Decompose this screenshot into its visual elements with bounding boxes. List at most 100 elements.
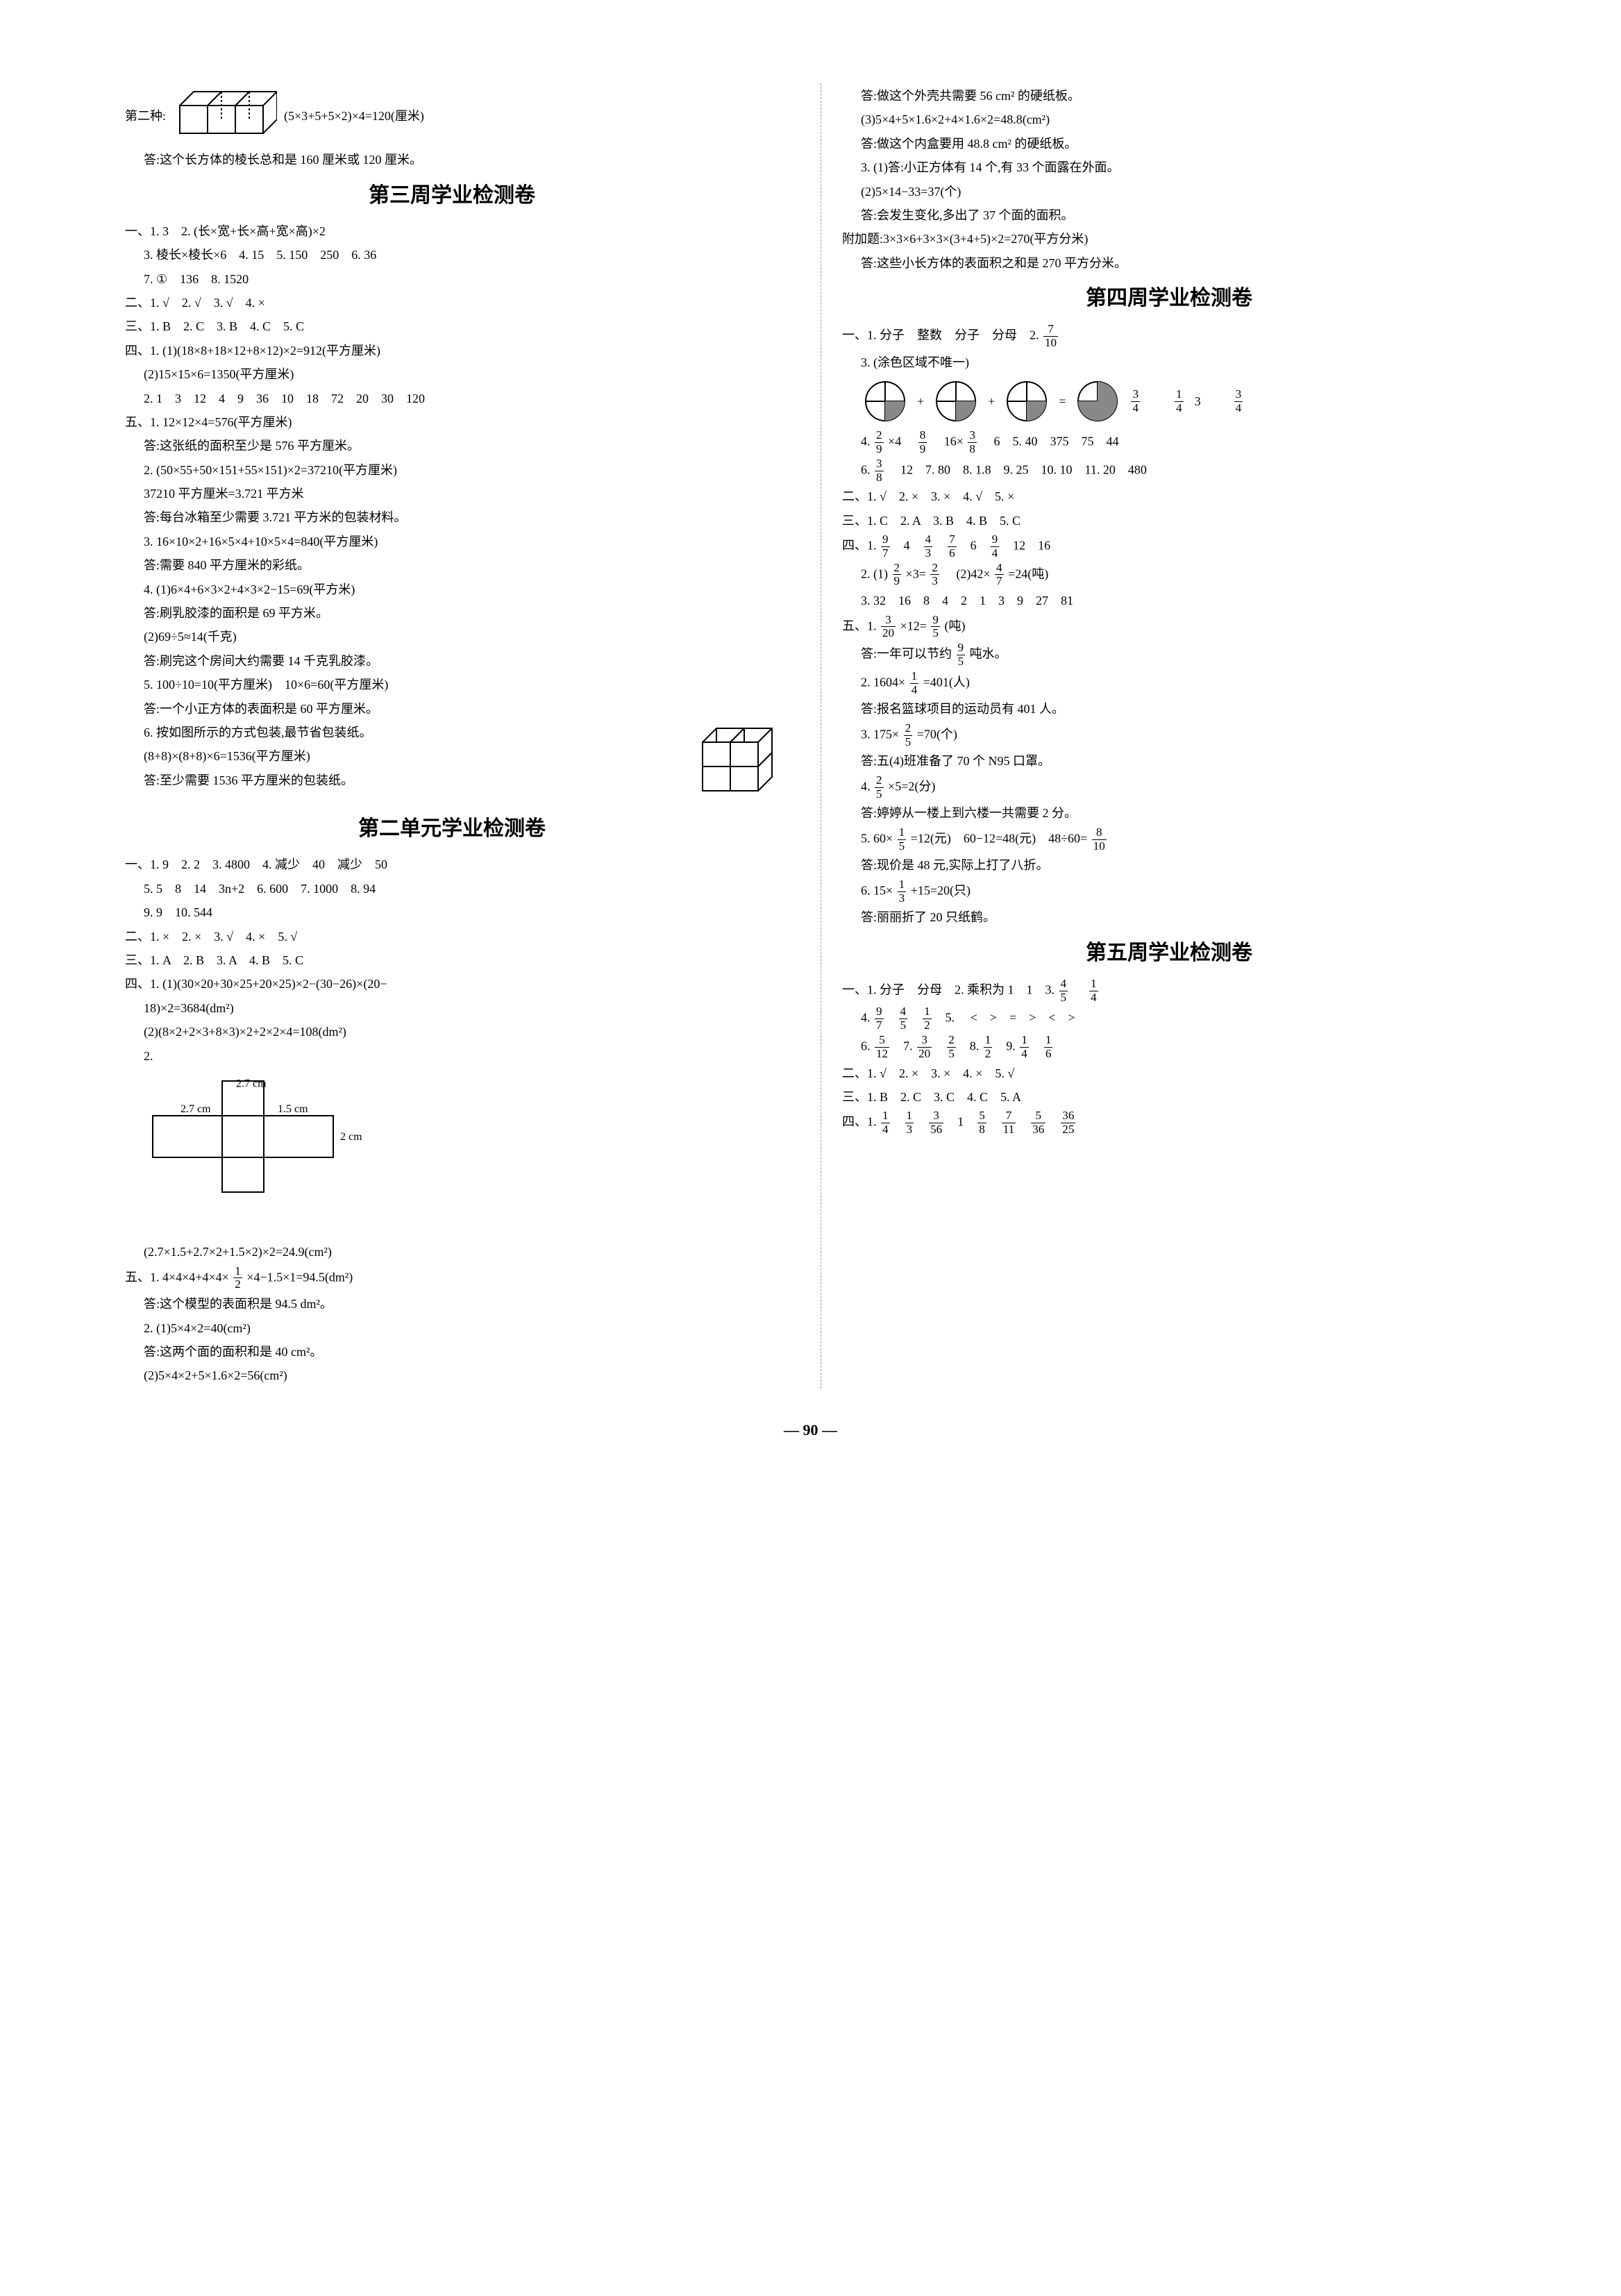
w5-3: 三、1. B 2. C 3. C 4. C 5. A <box>842 1086 1496 1108</box>
w5-4-text-11 <box>1047 1115 1059 1129</box>
u2-1-1: 一、1. 9 2. 2 3. 4800 4. 减少 40 减少 50 <box>125 853 779 875</box>
w4-4-2-f: =24(吨) <box>1008 567 1048 580</box>
w3-5-1: 五、1. 12×12×4=576(平方厘米) <box>125 411 779 433</box>
left-column: 第二种: (5×3+5+5×2)×4=120(厘米) 答:这个长方体的棱长总和是… <box>125 83 779 1389</box>
w5-1-4-frac-0: 97 <box>875 1005 884 1032</box>
net-diagram: 2.7 cm 2.7 cm 1.5 cm 2 cm <box>139 1074 779 1234</box>
r-top-2: (3)5×4+5×1.6×2+4×1.6×2=48.8(cm²) <box>842 108 1496 131</box>
w3-5-6a: 答:至少需要 1536 平方厘米的包装纸。 <box>125 769 779 791</box>
w4-3: 三、1. C 2. A 3. B 4. B 5. C <box>842 510 1496 532</box>
opening-formula: (5×3+5+5×2)×4=120(厘米) <box>284 105 424 127</box>
plus-1: + <box>917 390 924 412</box>
w4-4-1-pre: 四、1. <box>842 539 880 553</box>
w3-5-5: 5. 100÷10=10(平方厘米) 10×6=60(平方厘米) <box>125 673 779 696</box>
w5-4-frac-12: 3625 <box>1061 1109 1075 1137</box>
w4-4-2-d: (2)42× <box>943 567 990 580</box>
page-columns: 第二种: (5×3+5+5×2)×4=120(厘米) 答:这个长方体的棱长总和是… <box>125 83 1496 1389</box>
w5-1-1-pre: 一、1. 分子 分母 2. 乘积为 1 1 3. <box>842 982 1058 996</box>
w4-5-1ans-pre: 答:一年可以节约 <box>861 647 952 661</box>
w5-4-frac-8: 711 <box>1002 1109 1016 1137</box>
opening-label: 第二种: <box>125 105 166 127</box>
w5-1-1-b <box>1073 982 1085 996</box>
w3-5-2: 2. (50×55+50×151+55×151)×2=37210(平方厘米) <box>125 459 779 481</box>
w4-4-1-text-3 <box>934 539 946 553</box>
w5-1-4-text-5: 5. < > = > < > <box>933 1011 1075 1025</box>
w5-1-6-frac-0: 512 <box>875 1034 889 1061</box>
w4-1-6: 6. 38 12 7. 80 8. 1.8 9. 25 10. 10 11. 2… <box>842 458 1496 485</box>
w4-5-4-post: ×5=2(分) <box>888 779 935 793</box>
w4-1-4-d: 16× <box>932 435 964 449</box>
w5-1-1: 一、1. 分子 分母 2. 乘积为 1 1 3. 45 14 <box>842 978 1496 1005</box>
w4-5-5a: 答:现价是 48 元,实际上打了八折。 <box>842 854 1496 876</box>
w4-4-2-e: 47 <box>995 562 1004 589</box>
w4-1-1: 一、1. 分子 整数 分子 分母 2. 710 <box>842 323 1496 350</box>
w4-1-6-pre: 6. <box>861 462 873 476</box>
pie-row: + + = 34 14 3 34 <box>863 379 1496 424</box>
w3-5-6: 6. 按如图所示的方式包装,最节省包装纸。 <box>144 726 372 739</box>
w5-1-6-frac-10: 16 <box>1044 1034 1053 1061</box>
w4-1-1-pre: 一、1. 分子 整数 分子 分母 2. <box>842 328 1042 342</box>
u2-4-2: (2)(8×2+2×3+8×3)×2+2×2×4=108(dm²) <box>125 1021 779 1043</box>
opening-answer: 答:这个长方体的棱长总和是 160 厘米或 120 厘米。 <box>125 149 779 171</box>
r-top-3: 答:做这个内盒要用 48.8 cm² 的硬纸板。 <box>842 133 1496 155</box>
w4-4-2-c: 23 <box>930 562 939 589</box>
w4-5-5: 5. 60× 15 =12(元) 60−12=48(元) 48÷60= 810 <box>842 826 1496 853</box>
w4-5-3-post: =70(个) <box>917 727 957 741</box>
u2-4-1b: 18)×2=3684(dm²) <box>125 997 779 1019</box>
w4-4-1-frac-6: 94 <box>991 533 1000 560</box>
w4-5-6: 6. 15× 13 +15=20(只) <box>842 878 1496 905</box>
page-number: — 90 — <box>125 1416 1496 1444</box>
w4-5-1-pre: 五、1. <box>842 619 880 632</box>
u2-2: 二、1. × 2. × 3. √ 4. × 5. √ <box>125 925 779 948</box>
w4-5-4a: 答:婷婷从一楼上到六楼一共需要 2 分。 <box>842 802 1496 824</box>
w3-5-4a: 答:刷乳胶漆的面积是 69 平方米。 <box>125 602 779 624</box>
w5-1-4: 4. 97 45 12 5. < > = > < > <box>842 1005 1496 1032</box>
w3-5-3a: 答:需要 840 平方厘米的彩纸。 <box>125 554 779 576</box>
w4-5-4-pre: 4. <box>861 779 873 793</box>
w4-1-6-rest: 12 7. 80 8. 1.8 9. 25 10. 10 11. 20 480 <box>888 462 1147 476</box>
w5-1-1-a: 45 <box>1059 978 1068 1005</box>
w4-5-2-frac: 14 <box>910 670 919 697</box>
u2-5-1-frac: 12 <box>233 1265 242 1292</box>
w4-5-2-post: =401(人) <box>923 675 970 689</box>
w4-5-4-frac: 25 <box>875 774 884 801</box>
pie-icon-2 <box>934 379 978 424</box>
w3-2: 二、1. √ 2. √ 3. √ 4. × <box>125 292 779 314</box>
net-label-b: 2.7 cm <box>236 1078 267 1089</box>
u2-4-2c: (2.7×1.5+2.7×2+1.5×2)×2=24.9(cm²) <box>125 1241 779 1263</box>
w3-5-3: 3. 16×10×2+16×5×4+10×5×4=840(平方厘米) <box>125 530 779 553</box>
title-week3: 第三周学业检测卷 <box>125 177 779 215</box>
w4-4-2-pre: 2. (1) <box>861 567 888 580</box>
w4-1-1-frac: 710 <box>1043 323 1058 350</box>
opening-row: 第二种: (5×3+5+5×2)×4=120(厘米) <box>125 85 779 147</box>
w5-1-4-text-1 <box>885 1011 898 1025</box>
w3-5-2a: 答:每台冰箱至少需要 3.721 平方米的包装材料。 <box>125 506 779 528</box>
w4-5-1ans-frac: 95 <box>957 642 966 669</box>
w4-1-4-c: 89 <box>918 429 927 456</box>
w4-4-1-frac-4: 76 <box>948 533 957 560</box>
w5-4-pre: 四、1. <box>842 1115 880 1129</box>
w5-4-frac-2: 13 <box>905 1109 914 1137</box>
w5-1-6-text-5: 8. <box>957 1039 982 1053</box>
w4-5-1ans: 答:一年可以节约 95 吨水。 <box>842 642 1496 669</box>
u2-5-1-pre: 五、1. 4×4×4+4×4× <box>125 1270 229 1284</box>
w4-5-6a: 答:丽丽折了 20 只纸鹤。 <box>842 906 1496 928</box>
r-top-1: 答:做这个外壳共需要 56 cm² 的硬纸板。 <box>842 85 1496 107</box>
w5-1-6-frac-6: 12 <box>984 1034 993 1061</box>
w4-5-2a: 答:报名篮球项目的运动员有 401 人。 <box>842 698 1496 720</box>
w4-5-5-mid: =12(元) 60−12=48(元) 48÷60= <box>911 831 1087 845</box>
w5-1-4-text-3 <box>909 1011 921 1025</box>
pie-gap-1 <box>1151 390 1164 412</box>
r-top-4: 3. (1)答:小正方体有 14 个,有 33 个面露在外面。 <box>842 156 1496 178</box>
pie-icon-4 <box>1075 379 1120 424</box>
w4-2: 二、1. √ 2. × 3. × 4. √ 5. × <box>842 485 1496 508</box>
w4-5-3-frac: 25 <box>904 722 913 749</box>
w5-1-4-pre: 4. <box>861 1011 873 1025</box>
u2-3: 三、1. A 2. B 3. A 4. B 5. C <box>125 949 779 971</box>
pie-frac-2: 14 <box>1175 388 1184 415</box>
w3-4-3: 2. 1 3 12 4 9 36 10 18 72 20 30 120 <box>125 387 779 410</box>
w4-4-1-text-7: 12 16 <box>1000 539 1050 553</box>
w4-5-1-c: 95 <box>931 614 940 641</box>
w5-4-frac-4: 356 <box>929 1109 943 1137</box>
w4-4-1-frac-0: 97 <box>881 533 890 560</box>
